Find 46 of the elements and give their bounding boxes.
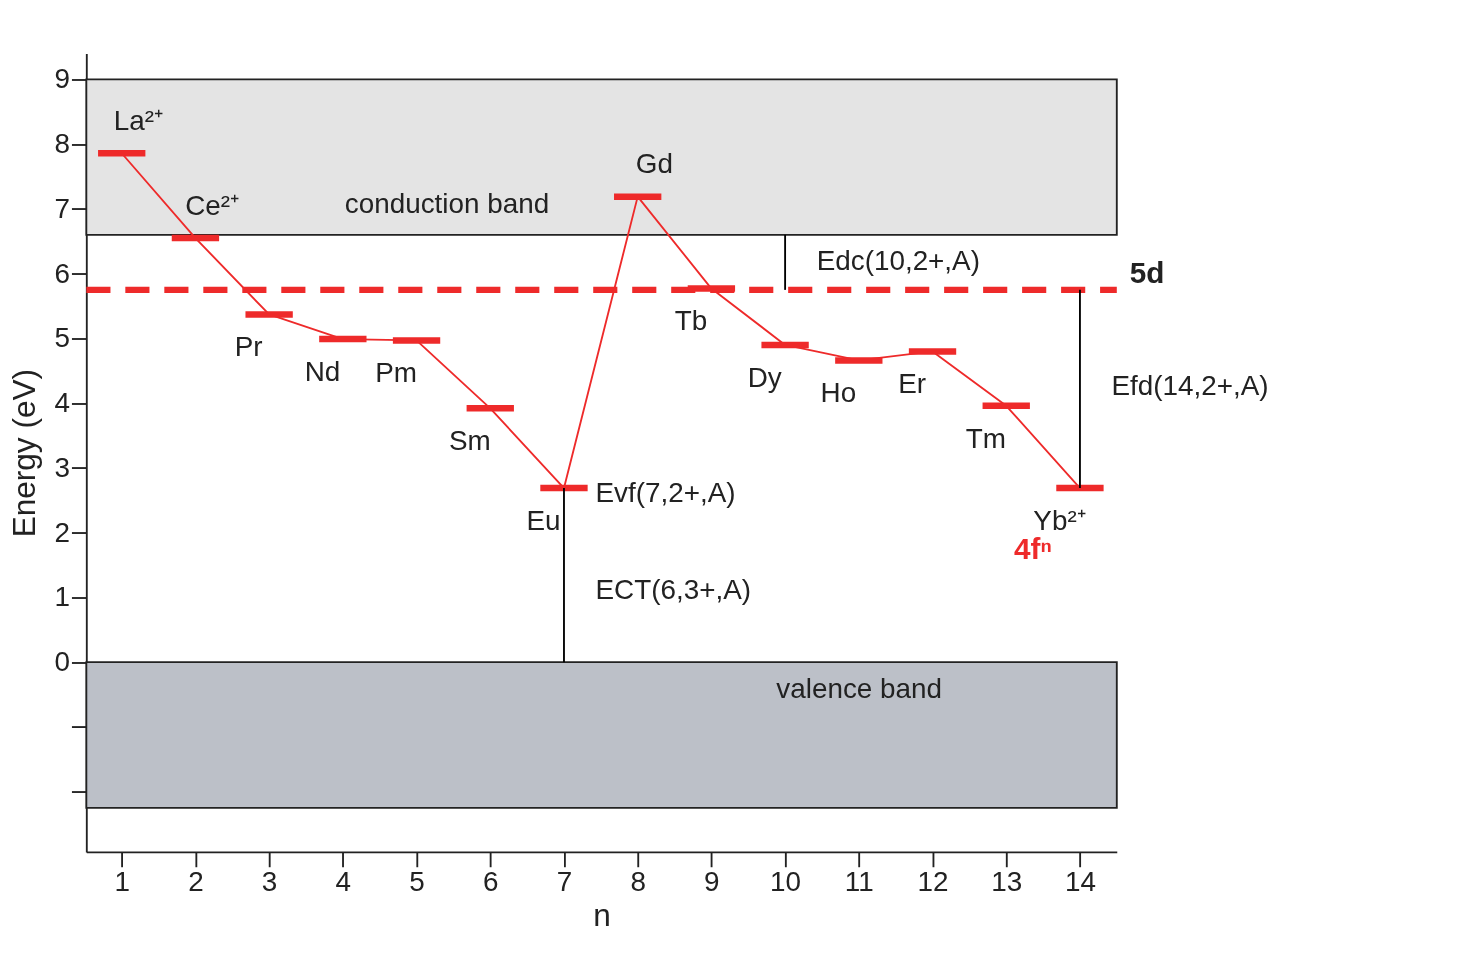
x-tick-label: 14 bbox=[1064, 866, 1096, 898]
annotation: Nd bbox=[304, 355, 341, 387]
annotation: Er bbox=[898, 368, 927, 400]
x-tick-label: 2 bbox=[188, 866, 204, 898]
y-tick-label: 8 bbox=[54, 128, 71, 159]
annotation: Ce²⁺ bbox=[185, 189, 240, 221]
x-tick-label: 12 bbox=[917, 866, 949, 898]
x-tick-label: 6 bbox=[482, 866, 499, 898]
annotation: Eu bbox=[526, 504, 561, 536]
x-tick-label: 9 bbox=[704, 866, 720, 898]
x-tick-label: 11 bbox=[844, 866, 874, 898]
annotation: Pm bbox=[375, 357, 418, 389]
annotation: Sm bbox=[448, 425, 491, 457]
x-tick-label: 7 bbox=[556, 866, 573, 898]
y-tick-label: 7 bbox=[54, 192, 71, 224]
x-tick-label: 1 bbox=[114, 866, 130, 898]
y-tick-label: 1 bbox=[54, 581, 71, 613]
annotation: Tb bbox=[674, 305, 708, 337]
x-axis-title: n bbox=[593, 896, 611, 933]
annotation: Pr bbox=[234, 331, 263, 363]
y-tick-label: 3 bbox=[54, 451, 71, 483]
annotation: Efd(14,2+,A) bbox=[1111, 369, 1269, 401]
x-tick-label: 10 bbox=[770, 866, 802, 898]
annotation: ECT(6,3+,A) bbox=[595, 574, 752, 606]
y-tick-label: 0 bbox=[54, 646, 71, 678]
y-tick-label: 9 bbox=[54, 63, 71, 95]
band-label: conduction band bbox=[344, 188, 550, 220]
ref-line-label: 5d bbox=[1129, 256, 1165, 290]
annotation: La²⁺ bbox=[113, 105, 164, 137]
y-axis-title: Energy (eV) bbox=[6, 369, 43, 538]
x-tick-label: 4 bbox=[335, 866, 352, 898]
annotation: Ho bbox=[820, 377, 857, 409]
y-tick-label: 4 bbox=[54, 387, 71, 419]
band-label: valence band bbox=[776, 673, 943, 705]
annotation: Edc(10,2+,A) bbox=[816, 245, 980, 277]
x-tick-label: 5 bbox=[409, 866, 425, 898]
annotation: Evf(7,2+,A) bbox=[595, 477, 736, 509]
x-tick-label: 13 bbox=[991, 866, 1023, 898]
annotation: Tm bbox=[965, 422, 1006, 454]
y-tick-label: 5 bbox=[54, 322, 71, 354]
y-tick-label: 6 bbox=[54, 257, 71, 289]
annotation: Dy bbox=[747, 361, 782, 393]
y-tick-label: 2 bbox=[54, 516, 71, 548]
x-tick-label: 3 bbox=[261, 866, 278, 898]
x-tick-label: 8 bbox=[630, 866, 646, 898]
annotation: Gd bbox=[635, 148, 673, 180]
